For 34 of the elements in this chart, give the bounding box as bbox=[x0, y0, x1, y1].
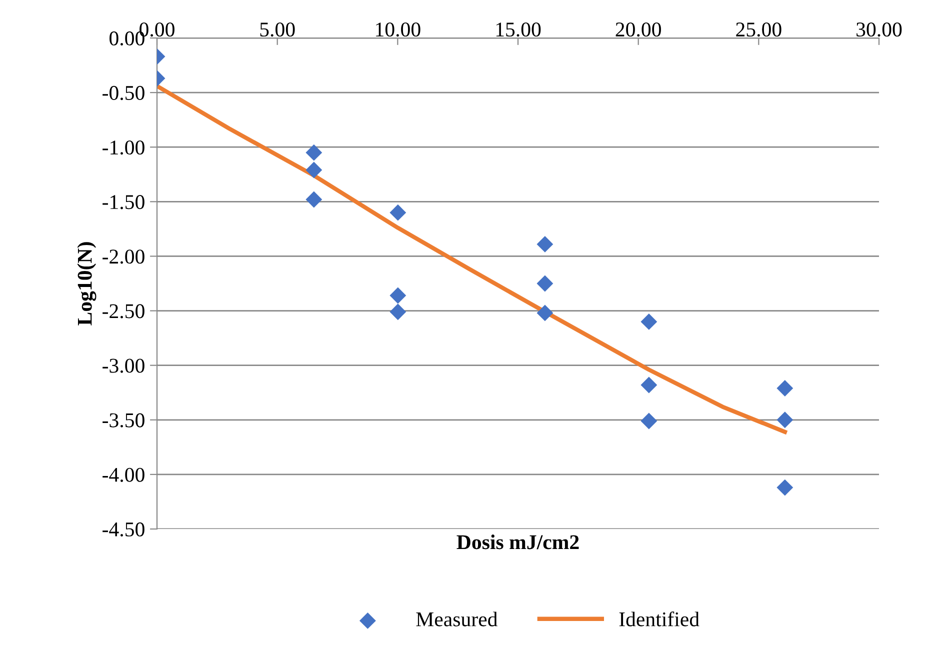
legend-label: Measured bbox=[416, 612, 498, 626]
point bbox=[390, 204, 406, 221]
x-tick-label: 30.00 bbox=[856, 22, 902, 37]
point bbox=[640, 412, 658, 430]
legend-label: Identified bbox=[619, 611, 700, 626]
y-tick-label: -4.50 bbox=[102, 522, 144, 537]
y-tick-label: -4.00 bbox=[102, 468, 144, 482]
point bbox=[390, 304, 406, 320]
point bbox=[776, 479, 794, 496]
x-tick-label: 15.00 bbox=[496, 22, 541, 37]
point bbox=[776, 412, 794, 428]
x-tick-label: 10.00 bbox=[376, 22, 420, 37]
x-tick-label: 20.00 bbox=[616, 22, 661, 37]
y-tick-label: -2.00 bbox=[102, 250, 144, 264]
y-tick-label: -0.50 bbox=[102, 86, 144, 100]
point bbox=[536, 304, 554, 322]
point bbox=[536, 236, 554, 252]
point bbox=[536, 275, 554, 292]
point bbox=[306, 191, 322, 208]
point bbox=[640, 313, 658, 330]
point bbox=[776, 380, 794, 396]
point bbox=[640, 376, 658, 394]
y-tick-label: -1.00 bbox=[102, 140, 144, 155]
y-tick-label: -3.00 bbox=[102, 358, 144, 373]
y-axis-title: Log10(N) bbox=[77, 242, 96, 326]
x-tick-label: 25.00 bbox=[736, 22, 782, 37]
x-axis-title: Dosis mJ/cm2 bbox=[456, 534, 579, 550]
y-tick-label: -2.50 bbox=[102, 304, 144, 318]
point bbox=[306, 162, 322, 178]
point bbox=[390, 287, 406, 304]
point bbox=[306, 144, 322, 161]
y-tick-label: -3.50 bbox=[102, 413, 144, 428]
y-tick-label: -1.50 bbox=[102, 195, 144, 210]
x-tick-label: 5.00 bbox=[260, 22, 295, 37]
